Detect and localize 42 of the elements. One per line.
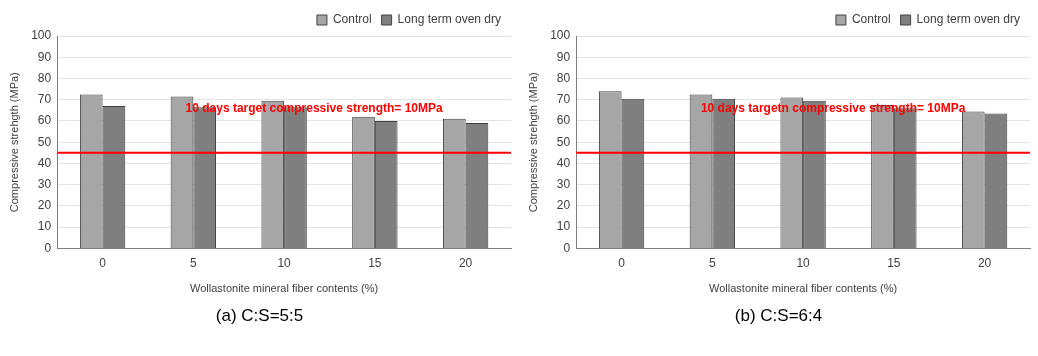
x-tick-label: 20	[977, 255, 992, 270]
y-tick-label: 50	[556, 134, 571, 149]
x-tick-label: 0	[99, 255, 107, 270]
x-axis-title: Wollastonite mineral fiber contents (%)	[190, 282, 379, 295]
y-tick-label: 70	[37, 92, 52, 107]
legend-label: Control	[332, 12, 372, 27]
x-tick-label: 10	[796, 255, 811, 270]
y-tick-label: 100	[550, 28, 571, 43]
text: (b) C:S=6:4	[733, 306, 824, 326]
y-tick-label: 60	[37, 113, 52, 128]
y-tick-label: 100	[31, 28, 52, 43]
x-axis-title: Wollastonite mineral fiber contents (%)	[709, 282, 898, 295]
y-tick-label: 10	[556, 219, 571, 234]
y-tick-label: 90	[37, 49, 52, 64]
y-tick-label: 10	[37, 219, 52, 234]
y-tick-label: 40	[556, 155, 571, 170]
y-tick-label: 90	[556, 49, 571, 64]
y-tick-label: 0	[563, 240, 571, 255]
y-axis-title: Compressive strehgth (MPa)	[7, 72, 20, 213]
y-tick-label: 70	[556, 92, 571, 107]
x-tick-label: 15	[368, 255, 382, 270]
x-tick-label: 0	[618, 255, 626, 270]
text: (a) C:S=5:5	[214, 306, 305, 326]
x-tick-label: 15	[887, 255, 901, 270]
y-tick-label: 30	[37, 176, 52, 191]
y-tick-label: 0	[44, 240, 52, 255]
x-tick-label: 20	[458, 255, 473, 270]
y-tick-label: 50	[37, 134, 52, 149]
y-tick-label: 20	[556, 198, 571, 213]
legend-label: Control	[851, 12, 891, 27]
x-tick-label: 5	[709, 255, 717, 270]
y-tick-label: 30	[556, 176, 571, 191]
y-tick-label: 60	[556, 113, 571, 128]
x-tick-label: 10	[277, 255, 292, 270]
legend-label: Long term oven dry	[397, 12, 501, 27]
y-axis-title: Compressive strehgth (MPa)	[526, 72, 539, 213]
y-tick-label: 40	[37, 155, 52, 170]
y-tick-label: 20	[37, 198, 52, 213]
x-tick-label: 5	[190, 255, 198, 270]
y-tick-label: 80	[37, 70, 52, 85]
y-tick-label: 80	[556, 70, 571, 85]
legend-label: Long term oven dry	[916, 12, 1020, 27]
